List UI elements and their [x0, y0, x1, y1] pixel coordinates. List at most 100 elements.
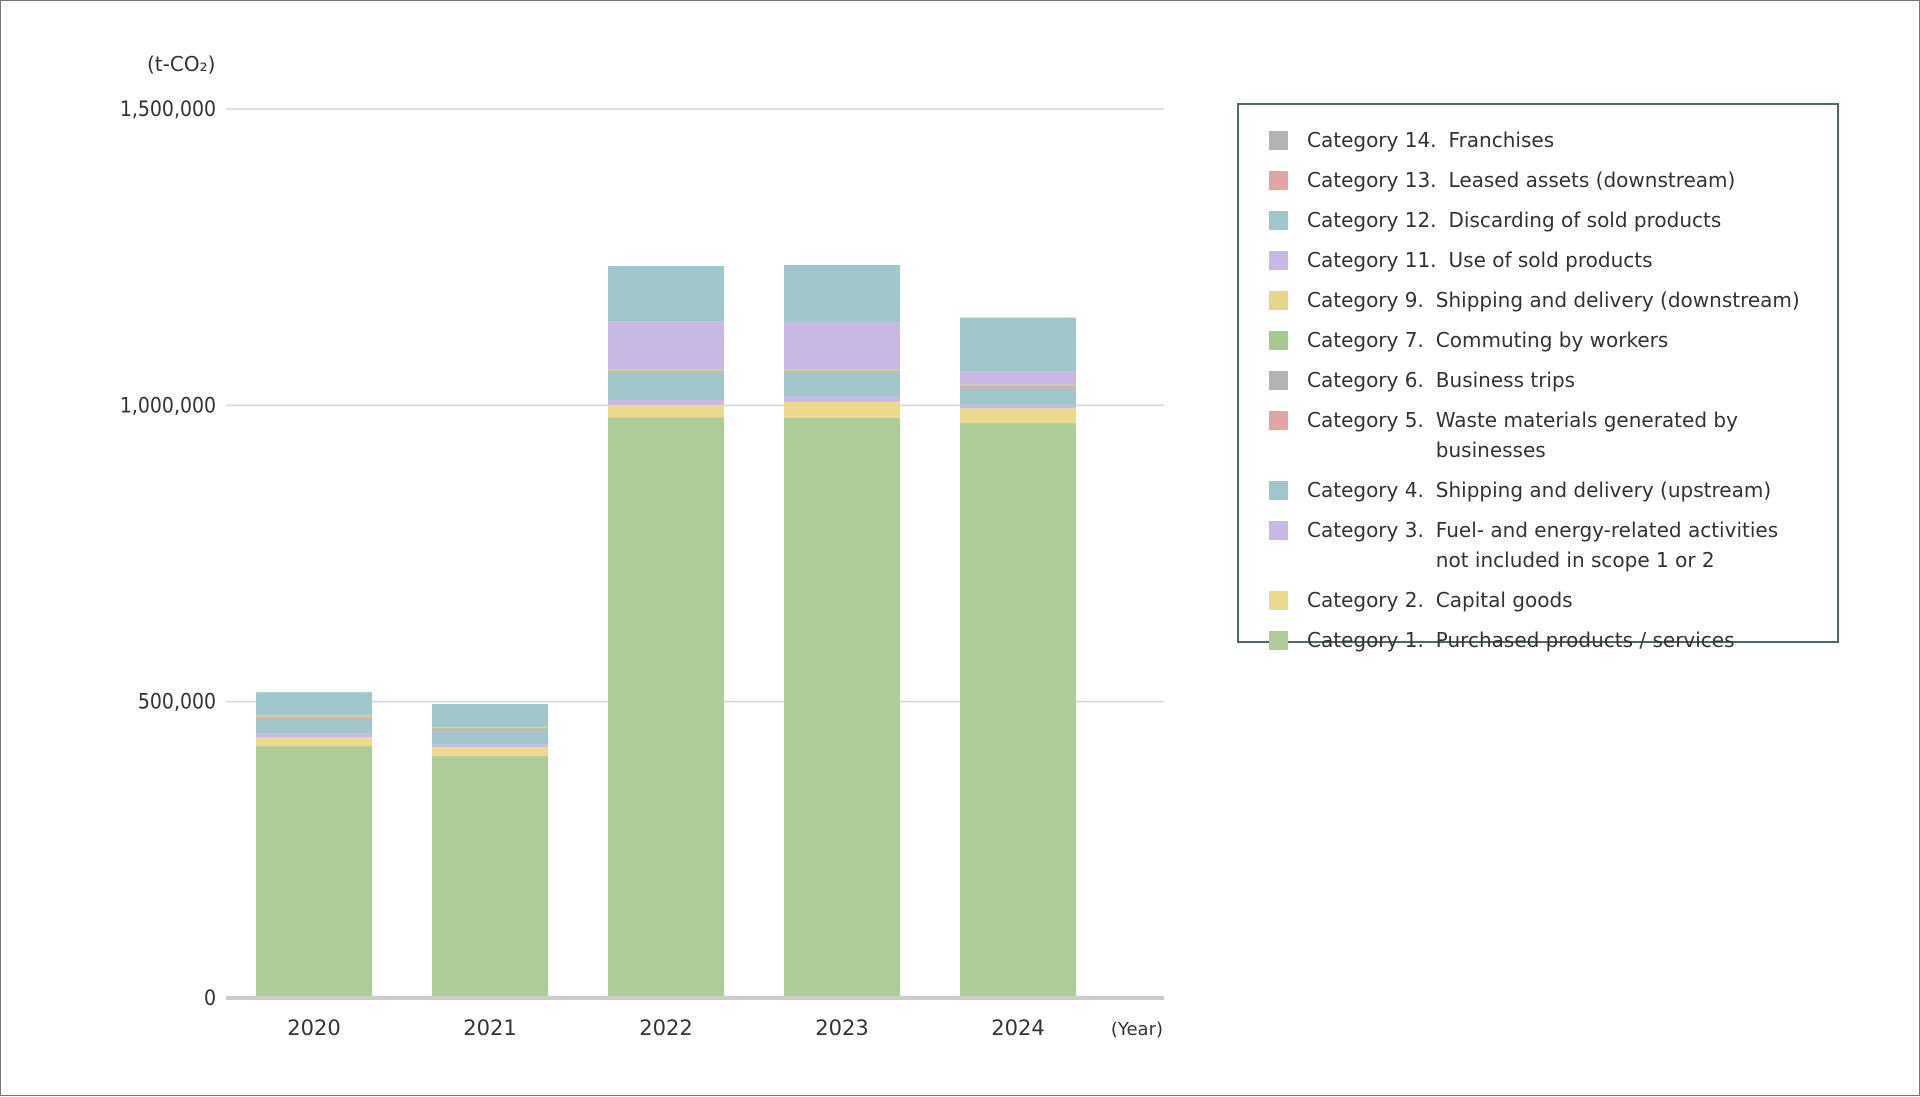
legend-swatch — [1269, 291, 1288, 310]
bar-segment-2021-series-2 — [432, 747, 548, 757]
y-tick-label: 500,000 — [138, 690, 216, 714]
legend-category-number: Category 12. — [1307, 208, 1437, 232]
bar-segment-2020-series-7 — [256, 716, 372, 718]
bar-segment-2024-series-3 — [960, 404, 1076, 409]
legend-category-label: Use of sold products — [1448, 248, 1653, 272]
legend-category-number: Category 5. — [1307, 408, 1424, 432]
bar-segment-2020-series-5 — [256, 717, 372, 719]
legend-swatch — [1269, 521, 1288, 540]
bar-segment-2023-series-1 — [784, 417, 900, 999]
legend-category-number: Category 7. — [1307, 328, 1424, 352]
bar-segment-2020-series-1 — [256, 746, 372, 998]
bar-segment-2023-series-3 — [784, 396, 900, 402]
bar-segment-2021-series-1 — [432, 756, 548, 998]
legend-category-number: Category 4. — [1307, 478, 1424, 502]
bar-segment-2021-series-9 — [432, 726, 548, 728]
legend-swatch — [1269, 211, 1288, 230]
bar-segment-2024-series-1 — [960, 423, 1076, 998]
bar-segment-2024-series-2 — [960, 408, 1076, 424]
y-tick-label: 1,500,000 — [120, 97, 216, 121]
legend-swatch — [1269, 131, 1288, 150]
legend-item: Category 13. Leased assets (downstream) — [1269, 165, 1837, 195]
legend-item: Category 12. Discarding of sold products — [1269, 205, 1837, 235]
legend-item: Category 11. Use of sold products — [1269, 245, 1837, 275]
bar-segment-2023-series-6 — [784, 371, 900, 373]
bar-segment-2023-series-10 — [784, 264, 900, 323]
legend-list: Category 14. Franchises Category 13. Leased… — [1239, 105, 1837, 655]
legend-item: Category 1. Purchased products / services — [1269, 625, 1837, 655]
legend-category-label: Shipping and delivery (upstream) — [1435, 478, 1772, 502]
legend-swatch — [1269, 411, 1288, 430]
legend-item: Category 9. Shipping and delivery (downst… — [1269, 285, 1837, 315]
x-tick-label: 2022 — [639, 1016, 692, 1040]
x-tick-label: 2024 — [991, 1016, 1044, 1040]
bar-segment-2022-series-4 — [608, 373, 724, 400]
legend-swatch — [1269, 371, 1288, 390]
y-tick-label: 1,000,000 — [120, 393, 216, 417]
bar-segment-2020-series-6 — [256, 717, 372, 718]
bar-segment-2021-series-6 — [432, 728, 548, 730]
x-tick-label: 2023 — [815, 1016, 868, 1040]
bar-segment-2020-series-9 — [256, 714, 372, 716]
bar-segment-2020-series-2 — [256, 737, 372, 747]
bar-segment-2023-series-8 — [784, 369, 900, 371]
legend-swatch — [1269, 251, 1288, 270]
legend-category-number: Category 9. — [1307, 288, 1424, 312]
bar-segment-2020-series-4 — [256, 718, 372, 734]
legend-item: Category 3. Fuel- and energy-related acti… — [1269, 515, 1837, 575]
legend-item: Category 7. Commuting by workers — [1269, 325, 1837, 355]
bar-segment-2022-series-3 — [608, 399, 724, 405]
legend-swatch — [1269, 631, 1288, 650]
bar-segment-2022-series-10 — [608, 266, 724, 322]
legend-category-number: Category 2. — [1307, 588, 1424, 612]
legend-item: Category 4. Shipping and delivery (upstre… — [1269, 475, 1837, 505]
legend-category-number: Category 13. — [1307, 168, 1437, 192]
legend-category-label: Waste materials generated by businesses — [1435, 408, 1738, 462]
bar-segment-2024-series-4 — [960, 388, 1076, 405]
legend-category-label: Purchased products / services — [1435, 628, 1735, 652]
legend-category-number: Category 14. — [1307, 128, 1437, 152]
bar-segment-2020-series-10 — [256, 692, 372, 715]
bar-segment-2022-series-8 — [608, 369, 724, 371]
bar-segment-2023-series-4 — [784, 373, 900, 397]
legend-category-number: Category 11. — [1307, 248, 1437, 272]
bar-segment-2021-series-5 — [432, 729, 548, 731]
bar-segment-2021-series-10 — [432, 704, 548, 727]
bar-segment-2023-series-5 — [784, 372, 900, 374]
legend-item: Category 5. Waste materials generated by … — [1269, 405, 1837, 465]
legend-item: Category 2. Capital goods — [1269, 585, 1837, 615]
bar-segment-2020-series-8 — [256, 715, 372, 717]
legend-category-label: Commuting by workers — [1435, 328, 1669, 352]
bar-segment-2022-series-9 — [608, 321, 724, 370]
legend-swatch — [1269, 591, 1288, 610]
legend-category-number: Category 3. — [1307, 518, 1424, 542]
bar-segment-2023-series-2 — [784, 401, 900, 418]
legend-item: Category 6. Business trips — [1269, 365, 1837, 395]
bar-segment-2024-series-8 — [960, 384, 1076, 386]
legend-category-label: Leased assets (downstream) — [1448, 168, 1736, 192]
bar-segment-2021-series-3 — [432, 744, 548, 748]
bar-segment-2022-series-5 — [608, 372, 724, 374]
legend-category-label: Franchises — [1448, 128, 1555, 152]
y-tick-label: 0 — [204, 986, 216, 1010]
legend-category-label: Shipping and delivery (downstream) — [1435, 288, 1800, 312]
bar-segment-2021-series-8 — [432, 727, 548, 729]
bar-segment-2020-series-3 — [256, 733, 372, 738]
x-tick-label: 2020 — [287, 1016, 340, 1040]
legend-category-number: Category 6. — [1307, 368, 1424, 392]
bar-segment-2022-series-1 — [608, 417, 724, 999]
legend-swatch — [1269, 171, 1288, 190]
bar-segment-2024-series-9 — [960, 370, 1076, 385]
bar-segment-2021-series-7 — [432, 728, 548, 729]
bar-segment-2022-series-2 — [608, 404, 724, 418]
bar-segment-2021-series-4 — [432, 730, 548, 745]
bar-segment-2024-series-6 — [960, 386, 1076, 388]
x-tick-label: 2021 — [463, 1016, 516, 1040]
bar-segment-2022-series-6 — [608, 371, 724, 373]
x-unit-label: (Year) — [1111, 1019, 1163, 1040]
bar-segment-2023-series-9 — [784, 322, 900, 370]
legend: Category 14. Franchises Category 13. Leased… — [1237, 103, 1839, 652]
bar-segment-2022-series-7 — [608, 370, 724, 372]
